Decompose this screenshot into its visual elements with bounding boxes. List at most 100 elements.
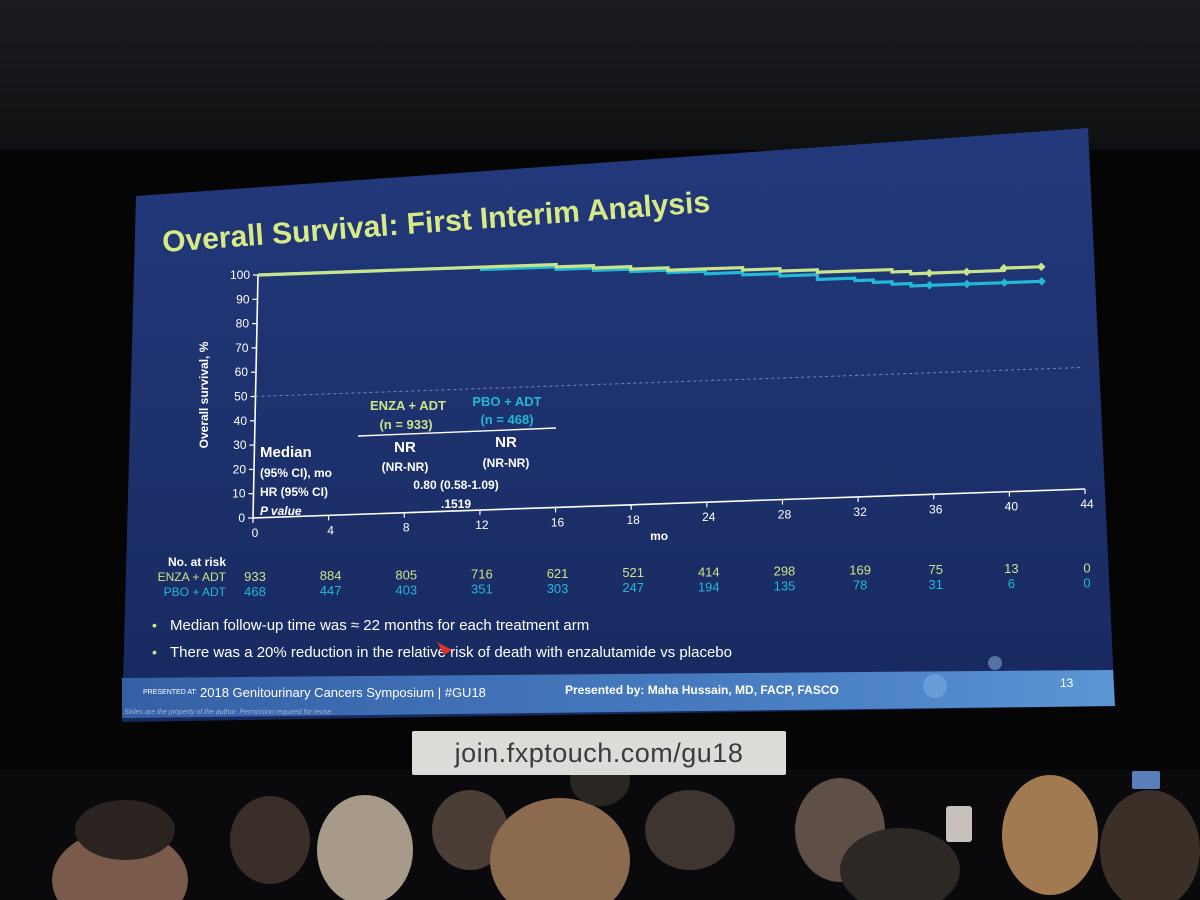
summary-enza-median: NR: [394, 439, 416, 456]
audience-head: [317, 795, 413, 900]
summary-label-hr: HR (95% CI): [260, 485, 328, 499]
y-tick-label: 80: [236, 317, 250, 331]
y-tick-label: 10: [232, 487, 246, 501]
summary-table-rule: [357, 427, 557, 437]
bullet-list: • Median follow-up time was ≈ 22 months …: [152, 617, 732, 661]
risk-value-enza: 0: [1083, 560, 1090, 575]
x-axis: [252, 488, 1086, 519]
censor-marker-enza: [925, 268, 934, 278]
x-tick-label: 0: [252, 526, 259, 540]
censor-marker-pbo: [1000, 278, 1009, 287]
audience-head: [1002, 775, 1098, 895]
y-tick-label: 90: [236, 292, 250, 306]
url-banner: join.fxptouch.com/gu18: [412, 731, 786, 775]
y-tick-label: 60: [235, 365, 249, 379]
audience-head: [645, 790, 735, 870]
footer-symposium: 2018 Genitourinary Cancers Symposium | #…: [200, 685, 486, 700]
audience-head: [230, 796, 310, 884]
molecule-decoration-2: [988, 656, 1002, 670]
risk-row-label-pbo: PBO + ADT: [164, 585, 227, 599]
censor-markers: [925, 262, 1046, 290]
phone-screen: [946, 806, 972, 842]
y-tick-label: 100: [230, 268, 250, 282]
x-tick-label: 28: [778, 508, 792, 522]
risk-value-enza: 933: [244, 569, 266, 584]
audience-head: [75, 800, 175, 860]
y-tick-label: 0: [238, 511, 245, 525]
y-axis-ticks: 0 10 20 30 40 50 60 70 80 90 100: [230, 268, 258, 525]
censor-marker-enza: [962, 267, 971, 277]
x-tick-label: 4: [327, 523, 334, 537]
legend-pbo-n: (n = 468): [480, 412, 533, 427]
y-tick-label: 20: [233, 462, 247, 476]
bullet-2: There was a 20% reduction in the relativ…: [170, 644, 732, 661]
y-axis-label: Overall survival, %: [197, 341, 211, 448]
x-tick-label: 16: [551, 515, 565, 529]
risk-value-pbo: 78: [853, 578, 867, 593]
bullet-dot-1: •: [152, 617, 157, 633]
summary-label-ci: (95% CI), mo: [260, 466, 332, 480]
x-tick-label: 44: [1080, 497, 1094, 511]
legend-enza-n: (n = 933): [379, 417, 432, 432]
legend-pbo-name: PBO + ADT: [472, 394, 541, 409]
risk-value-pbo: 303: [547, 581, 569, 596]
bullet-dot-2: •: [152, 644, 157, 660]
risk-value-pbo: 247: [622, 580, 644, 595]
slide: Overall Survival: First Interim Analysis…: [122, 186, 1115, 718]
risk-value-enza: 521: [622, 565, 644, 580]
footer-disclaimer: Slides are the property of the author. P…: [124, 709, 333, 716]
risk-value-enza: 13: [1004, 561, 1018, 576]
laser-pointer: [437, 642, 452, 655]
risk-value-pbo: 6: [1008, 576, 1015, 591]
x-tick-label: 32: [853, 505, 867, 519]
summary-table: ENZA + ADT (n = 933) PBO + ADT (n = 468)…: [260, 394, 557, 518]
x-axis-ticks: 0 4 8 12 16 18 24 28 32 36 40 44: [252, 489, 1094, 540]
risk-value-enza: 298: [774, 563, 796, 578]
risk-table: No. at risk ENZA + ADT PBO + ADT 933 884 8…: [158, 555, 1091, 599]
risk-values: 933 884 805 716 621 521 414 298 169 75 13 0 468 447 40…: [244, 560, 1090, 599]
risk-value-enza: 716: [471, 567, 493, 582]
censor-marker-pbo: [1037, 277, 1046, 286]
x-tick-label: 18: [627, 513, 641, 527]
risk-value-pbo: 135: [774, 578, 796, 593]
censor-marker-enza: [999, 263, 1009, 273]
series-line-pbo: [257, 265, 1042, 288]
y-tick-label: 70: [235, 341, 249, 355]
slide-background: [122, 128, 1115, 722]
risk-value-pbo: 351: [471, 582, 493, 597]
summary-label-p: P value: [260, 504, 302, 518]
y-tick-label: 40: [234, 414, 248, 428]
x-axis-label: mo: [650, 529, 668, 543]
summary-pbo-ci: (NR-NR): [483, 456, 530, 470]
x-tick-label: 24: [702, 510, 716, 524]
summary-enza-ci: (NR-NR): [382, 460, 429, 474]
audience-head: [840, 828, 960, 900]
x-tick-label: 12: [475, 518, 489, 532]
censor-marker-pbo: [925, 281, 934, 290]
audience: [52, 754, 1200, 900]
risk-value-pbo: 0: [1083, 575, 1090, 590]
audience-head: [1100, 790, 1200, 900]
slide-page-number: 13: [1060, 676, 1074, 690]
censor-marker-pbo: [962, 279, 972, 289]
footer-bar: [122, 670, 1115, 718]
x-tick-label: 8: [403, 521, 410, 535]
summary-p-value: .1519: [441, 497, 471, 511]
risk-value-pbo: 31: [928, 577, 942, 592]
risk-value-enza: 884: [320, 568, 342, 583]
survival-chart: Overall survival, % 01020304050607080901…: [197, 262, 1094, 543]
risk-row-label-enza: ENZA + ADT: [158, 570, 227, 584]
risk-value-enza: 75: [928, 562, 942, 577]
risk-value-pbo: 194: [698, 579, 720, 594]
summary-pbo-median: NR: [495, 434, 517, 451]
footer-presenter: Presented by: Maha Hussain, MD, FACP, FA…: [565, 683, 839, 697]
risk-value-enza: 169: [849, 563, 871, 578]
y-tick-label: 50: [234, 390, 248, 404]
risk-value-enza: 414: [698, 564, 720, 579]
y-tick-label: 30: [233, 438, 247, 452]
legend-enza-name: ENZA + ADT: [370, 398, 446, 413]
audience-head: [432, 790, 508, 870]
phone-screen-2: [1132, 771, 1160, 789]
audience-head: [490, 798, 630, 900]
